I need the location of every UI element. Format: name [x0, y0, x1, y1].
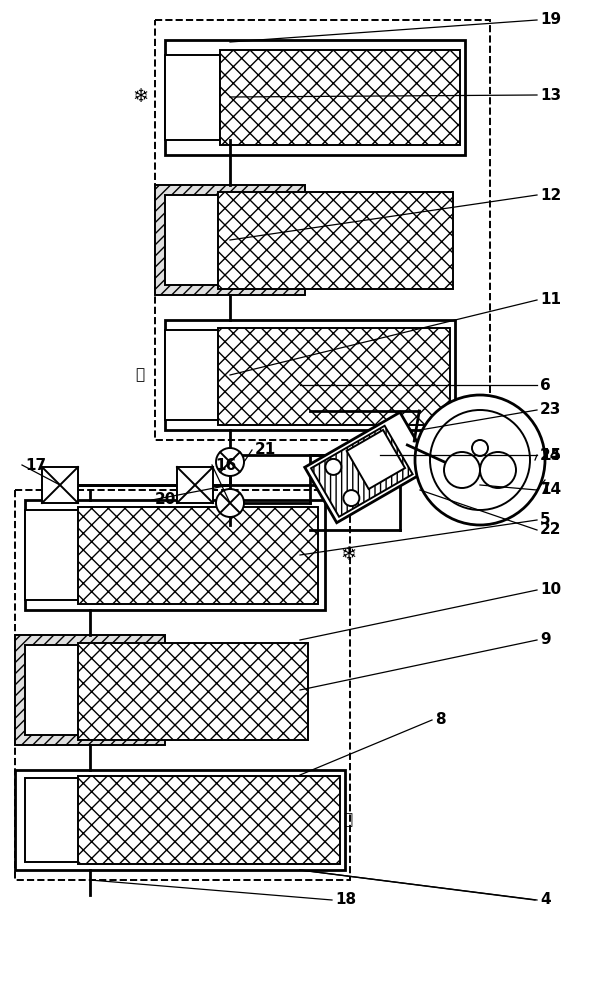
- Text: 22: 22: [540, 522, 561, 538]
- Bar: [165, 195, 220, 285]
- Text: 🍃: 🍃: [136, 367, 144, 382]
- Text: 18: 18: [335, 892, 356, 908]
- Bar: [220, 50, 460, 145]
- Circle shape: [326, 459, 342, 475]
- Text: 7: 7: [540, 483, 551, 497]
- Polygon shape: [347, 430, 405, 489]
- Text: 15: 15: [540, 448, 561, 462]
- Bar: [177, 467, 213, 503]
- Bar: [78, 507, 318, 604]
- Text: 24: 24: [540, 448, 561, 462]
- Bar: [165, 55, 220, 140]
- Bar: [165, 40, 465, 155]
- Bar: [15, 490, 350, 880]
- Text: 20: 20: [155, 492, 176, 508]
- Bar: [15, 635, 165, 745]
- Bar: [218, 328, 450, 425]
- Bar: [165, 320, 455, 430]
- Bar: [78, 776, 340, 864]
- Text: ❄: ❄: [340, 546, 356, 564]
- Bar: [42, 467, 78, 503]
- Text: 14: 14: [540, 483, 561, 497]
- Bar: [165, 330, 220, 420]
- Text: 5: 5: [540, 512, 551, 528]
- Text: 11: 11: [540, 292, 561, 308]
- Circle shape: [216, 448, 244, 476]
- Polygon shape: [305, 412, 432, 523]
- Text: 10: 10: [540, 582, 561, 597]
- Circle shape: [430, 410, 530, 510]
- Text: 17: 17: [25, 458, 46, 473]
- Text: 13: 13: [540, 88, 561, 103]
- Bar: [15, 770, 345, 870]
- Text: 21: 21: [255, 442, 276, 458]
- Text: 9: 9: [540, 633, 551, 648]
- Bar: [155, 20, 490, 440]
- Bar: [155, 185, 305, 295]
- Circle shape: [343, 490, 359, 506]
- Bar: [78, 643, 308, 740]
- Bar: [25, 510, 80, 600]
- Circle shape: [472, 440, 488, 456]
- Circle shape: [444, 452, 480, 488]
- Text: 6: 6: [540, 377, 551, 392]
- Circle shape: [216, 489, 244, 517]
- Bar: [25, 500, 325, 610]
- Polygon shape: [311, 426, 413, 517]
- Text: 19: 19: [540, 12, 561, 27]
- Text: 23: 23: [540, 402, 561, 418]
- Text: 4: 4: [540, 892, 551, 908]
- Bar: [25, 645, 80, 735]
- Bar: [25, 778, 80, 862]
- Circle shape: [415, 395, 545, 525]
- Text: 16: 16: [215, 458, 236, 473]
- Text: ❄: ❄: [132, 88, 148, 106]
- Text: 🍃: 🍃: [343, 812, 353, 828]
- Text: 8: 8: [435, 712, 446, 728]
- Text: 12: 12: [540, 188, 561, 202]
- Bar: [218, 192, 453, 289]
- Circle shape: [480, 452, 516, 488]
